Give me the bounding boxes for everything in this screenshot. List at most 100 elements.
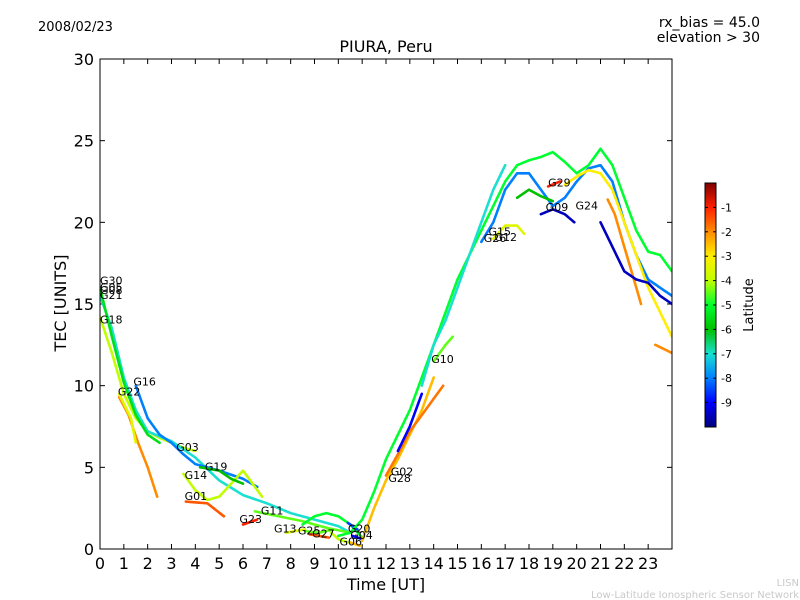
- satellite-track-22: [396, 392, 424, 453]
- satellite-track-13: [303, 528, 335, 535]
- x-tick-label: 14: [423, 554, 443, 573]
- chart-title: PIURA, Peru: [339, 37, 432, 56]
- x-tick-label: 20: [566, 554, 586, 573]
- satellite-track-14: [308, 532, 331, 539]
- satellite-track-31: [606, 198, 643, 306]
- satellite-track-16: [348, 541, 362, 548]
- elevation-label: elevation > 30: [657, 30, 760, 46]
- colorbar-tick-label: -2: [721, 226, 732, 239]
- satellite-label: G27: [312, 528, 335, 541]
- x-tick-label: 6: [238, 554, 248, 573]
- x-tick-label: 16: [471, 554, 491, 573]
- y-tick-label: 0: [84, 540, 94, 559]
- satellite-track-32: [599, 221, 672, 306]
- satellite-label: G28: [388, 472, 411, 485]
- satellite-track-27: [515, 188, 555, 203]
- satellite-track-15: [329, 531, 350, 544]
- rx-bias-label: rx_bias = 45.0: [659, 15, 760, 31]
- satellite-track-20: [360, 376, 436, 543]
- x-tick-label: 17: [495, 554, 515, 573]
- colorbar-tick-label: -6: [721, 323, 732, 336]
- y-axis-label: TEC [UNITS]: [51, 255, 70, 353]
- data-series-layer: [100, 147, 672, 548]
- satellite-label: G25: [298, 524, 321, 537]
- x-tick-label: 21: [590, 554, 610, 573]
- satellite-label: G10: [431, 353, 454, 366]
- satellite-track-7: [184, 500, 226, 518]
- satellite-label: G26: [484, 232, 507, 245]
- colorbar-tick-label: -1: [721, 201, 732, 214]
- satellite-label: G23: [239, 513, 262, 526]
- x-tick-label: 22: [614, 554, 634, 573]
- satellite-label: G20: [348, 523, 371, 536]
- x-tick-label: 18: [519, 554, 539, 573]
- satellite-track-26: [491, 224, 526, 240]
- satellite-track-18: [351, 534, 364, 541]
- x-tick-label: 19: [543, 554, 563, 573]
- satellite-label: G01: [185, 490, 208, 503]
- colorbar-tick-label: -9: [721, 397, 732, 410]
- x-tick-label: 13: [400, 554, 420, 573]
- date-label: 2008/02/23: [38, 20, 113, 35]
- satellite-label: G30: [100, 274, 123, 287]
- y-tick-label: 5: [84, 458, 94, 477]
- satellite-label: G05: [100, 281, 123, 294]
- satellite-label: G12: [494, 231, 517, 244]
- x-tick-label: 10: [328, 554, 348, 573]
- satellite-label: G29: [548, 176, 571, 189]
- satellite-label: G03: [176, 441, 199, 454]
- x-tick-label: 23: [638, 554, 658, 573]
- satellite-track-24: [420, 163, 507, 388]
- footer-network: Low-Latitude Ionospheric Sensor Network: [591, 590, 799, 600]
- satellite-label: G13: [274, 523, 297, 536]
- satellite-track-5: [117, 392, 138, 445]
- y-tick-label: 10: [74, 377, 94, 396]
- satellite-label: G15: [488, 225, 511, 238]
- satellite-label: G18: [100, 314, 123, 327]
- satellite-label: G16: [133, 376, 156, 389]
- x-tick-label: 15: [447, 554, 467, 573]
- x-tick-label: 4: [190, 554, 200, 573]
- satellite-track-9: [241, 518, 259, 526]
- plot-frame: [99, 58, 673, 550]
- satellite-track-19: [336, 147, 672, 538]
- y-tick-label: 15: [74, 295, 94, 314]
- x-tick-label: 3: [166, 554, 176, 573]
- x-tick-label: 2: [143, 554, 153, 573]
- satellite-track-6: [182, 469, 264, 502]
- satellite-track-11: [284, 528, 307, 535]
- satellite-label: G02: [391, 466, 414, 479]
- x-tick-label: 1: [119, 554, 129, 573]
- colorbar-tick-label: -4: [721, 275, 732, 288]
- satellite-label: G19: [205, 461, 228, 474]
- colorbar: -1 -2 -3 -4 -5 -6 -7 -8 -9 Latitude: [704, 182, 757, 428]
- x-tick-label: 0: [95, 554, 105, 573]
- y-tick-label: 20: [74, 213, 94, 232]
- tick-layer: 0 1 2 3 4 5 6 7 8 9 10 11 12 13 14 15 16 17 18 19 20 21 22 2305…: [74, 50, 672, 573]
- colorbar-tick-label: -8: [721, 372, 732, 385]
- colorbar-ticks: -1 -2 -3 -4 -5 -6 -7 -8 -9: [705, 201, 732, 410]
- satellite-label: G04: [350, 529, 373, 542]
- x-tick-label: 9: [309, 554, 319, 573]
- satellite-label: G09: [546, 201, 569, 214]
- footer-lisn: LISN: [777, 578, 799, 589]
- satellite-track-33: [653, 343, 672, 355]
- y-tick-label: 25: [74, 132, 94, 151]
- satellite-track-29: [546, 180, 562, 188]
- satellite-track-23: [432, 335, 455, 363]
- y-tick-label: 30: [74, 50, 94, 69]
- satellite-label: G08: [100, 284, 123, 297]
- satellite-label: G21: [100, 289, 123, 302]
- colorbar-tick-label: -5: [721, 299, 732, 312]
- x-tick-label: 8: [286, 554, 296, 573]
- satellite-track-30: [563, 168, 672, 339]
- satellite-track-8: [198, 465, 245, 486]
- satellite-label: G06: [340, 536, 363, 549]
- x-axis-label: Time [UT]: [346, 575, 425, 594]
- satellite-label: G11: [261, 505, 284, 518]
- colorbar-tick-label: -3: [721, 250, 732, 263]
- satellite-track-28: [539, 208, 576, 224]
- satellite-track-2: [100, 286, 161, 445]
